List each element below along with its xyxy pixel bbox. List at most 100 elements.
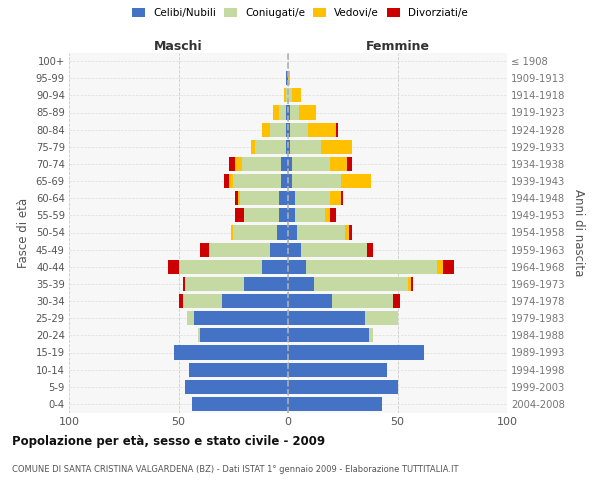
- Bar: [209, 242, 271, 256]
- Bar: [281, 174, 288, 188]
- Bar: [179, 294, 183, 308]
- Bar: [244, 277, 288, 291]
- Bar: [292, 88, 301, 102]
- Bar: [174, 346, 288, 360]
- Y-axis label: Anni di nascita: Anni di nascita: [572, 189, 585, 276]
- Bar: [222, 294, 288, 308]
- Bar: [255, 140, 286, 154]
- Bar: [244, 208, 279, 222]
- Bar: [277, 226, 288, 239]
- Bar: [301, 242, 367, 256]
- Bar: [233, 226, 277, 239]
- Bar: [286, 88, 288, 102]
- Bar: [290, 122, 308, 136]
- Bar: [437, 260, 443, 274]
- Bar: [288, 122, 290, 136]
- Bar: [224, 174, 229, 188]
- Bar: [286, 71, 288, 85]
- Bar: [183, 294, 222, 308]
- Bar: [288, 397, 382, 411]
- Bar: [299, 106, 316, 120]
- Bar: [295, 208, 325, 222]
- Bar: [305, 260, 437, 274]
- Bar: [288, 380, 398, 394]
- Bar: [369, 328, 373, 342]
- Bar: [235, 208, 244, 222]
- Bar: [365, 311, 398, 325]
- Bar: [238, 191, 240, 205]
- Bar: [286, 122, 288, 136]
- Bar: [325, 208, 329, 222]
- Bar: [288, 174, 292, 188]
- Bar: [329, 157, 347, 171]
- Bar: [332, 294, 393, 308]
- Bar: [240, 191, 279, 205]
- Bar: [308, 122, 336, 136]
- Bar: [336, 122, 338, 136]
- Bar: [229, 174, 233, 188]
- Bar: [288, 140, 290, 154]
- Bar: [251, 140, 255, 154]
- Bar: [347, 157, 352, 171]
- Bar: [235, 157, 242, 171]
- Bar: [262, 260, 288, 274]
- Bar: [288, 208, 295, 222]
- Text: Maschi: Maschi: [154, 40, 203, 54]
- Bar: [288, 106, 290, 120]
- Bar: [229, 157, 235, 171]
- Bar: [183, 277, 185, 291]
- Bar: [279, 208, 288, 222]
- Text: Femmine: Femmine: [365, 40, 430, 54]
- Bar: [187, 311, 194, 325]
- Bar: [190, 362, 288, 376]
- Bar: [288, 362, 386, 376]
- Bar: [233, 174, 281, 188]
- Bar: [288, 260, 305, 274]
- Bar: [200, 242, 209, 256]
- Bar: [288, 71, 290, 85]
- Bar: [288, 157, 292, 171]
- Bar: [341, 191, 343, 205]
- Bar: [290, 106, 299, 120]
- Bar: [409, 277, 410, 291]
- Bar: [279, 106, 286, 120]
- Y-axis label: Fasce di età: Fasce di età: [17, 198, 30, 268]
- Bar: [292, 174, 341, 188]
- Bar: [367, 242, 373, 256]
- Bar: [286, 140, 288, 154]
- Bar: [321, 140, 352, 154]
- Bar: [288, 277, 314, 291]
- Bar: [272, 106, 279, 120]
- Bar: [185, 380, 288, 394]
- Bar: [288, 226, 297, 239]
- Bar: [167, 260, 179, 274]
- Bar: [329, 191, 341, 205]
- Bar: [297, 226, 345, 239]
- Bar: [329, 208, 336, 222]
- Text: Popolazione per età, sesso e stato civile - 2009: Popolazione per età, sesso e stato civil…: [12, 435, 325, 448]
- Bar: [341, 174, 371, 188]
- Bar: [200, 328, 288, 342]
- Bar: [288, 328, 369, 342]
- Bar: [288, 88, 292, 102]
- Bar: [286, 106, 288, 120]
- Bar: [288, 294, 332, 308]
- Bar: [185, 277, 244, 291]
- Bar: [198, 328, 200, 342]
- Text: COMUNE DI SANTA CRISTINA VALGARDENA (BZ) - Dati ISTAT 1° gennaio 2009 - Elaboraz: COMUNE DI SANTA CRISTINA VALGARDENA (BZ)…: [12, 465, 458, 474]
- Bar: [262, 122, 271, 136]
- Bar: [271, 122, 286, 136]
- Bar: [288, 311, 365, 325]
- Bar: [349, 226, 352, 239]
- Bar: [314, 277, 409, 291]
- Bar: [345, 226, 349, 239]
- Bar: [290, 140, 321, 154]
- Bar: [410, 277, 413, 291]
- Bar: [279, 191, 288, 205]
- Bar: [191, 397, 288, 411]
- Bar: [288, 346, 424, 360]
- Bar: [288, 242, 301, 256]
- Bar: [194, 311, 288, 325]
- Bar: [295, 191, 329, 205]
- Bar: [178, 260, 262, 274]
